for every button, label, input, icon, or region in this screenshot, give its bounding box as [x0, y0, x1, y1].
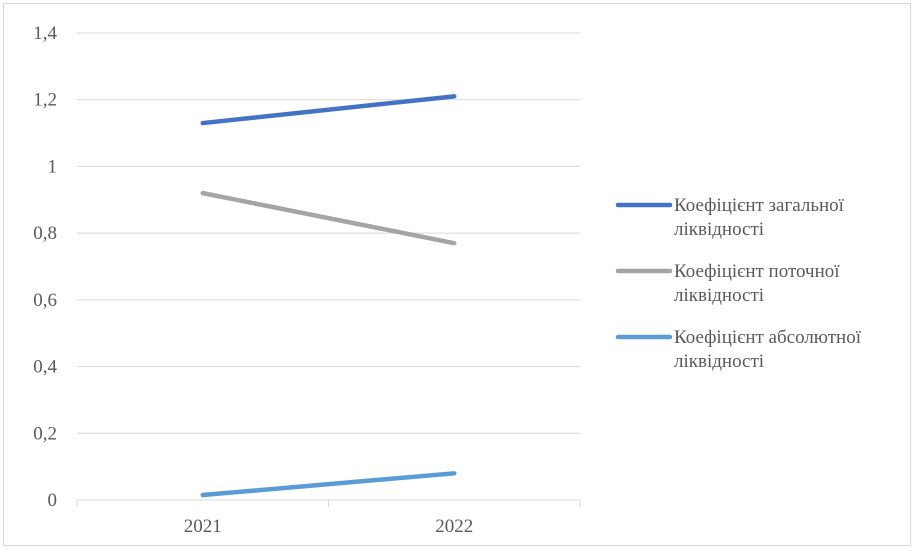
y-tick-label: 0 — [48, 490, 58, 511]
legend-label: Коефіцієнт поточної ліквідності — [674, 261, 840, 306]
x-tick-label: 2021 — [184, 516, 222, 537]
gridlines — [77, 32, 580, 434]
y-tick-label: 0,4 — [33, 357, 57, 378]
legend-label: Коефіцієнт абсолютної ліквідності — [674, 327, 862, 372]
series-line-1 — [200, 94, 457, 126]
x-tick-label: 2022 — [435, 516, 473, 537]
legend: Коефіцієнт загальної ліквідності Коефіцієн… — [615, 195, 862, 372]
series-line-2 — [200, 190, 457, 246]
x-axis — [76, 499, 581, 507]
y-axis-tick-labels: 0 0,2 0,4 0,6 0,8 1 1,2 1,4 — [33, 23, 57, 511]
y-tick-label: 1,4 — [33, 23, 57, 44]
x-axis-tick-labels: 2021 2022 — [184, 516, 474, 537]
y-tick-label: 0,6 — [33, 290, 57, 311]
series-lines — [200, 94, 457, 498]
y-tick-label: 0,2 — [33, 423, 57, 444]
chart-frame — [3, 3, 911, 546]
y-tick-label: 0,8 — [33, 223, 57, 244]
y-tick-label: 1,2 — [33, 90, 57, 111]
series-line-3 — [200, 471, 457, 498]
legend-label: Коефіцієнт загальної ліквідності — [674, 195, 845, 240]
y-tick-label: 1 — [48, 156, 58, 177]
